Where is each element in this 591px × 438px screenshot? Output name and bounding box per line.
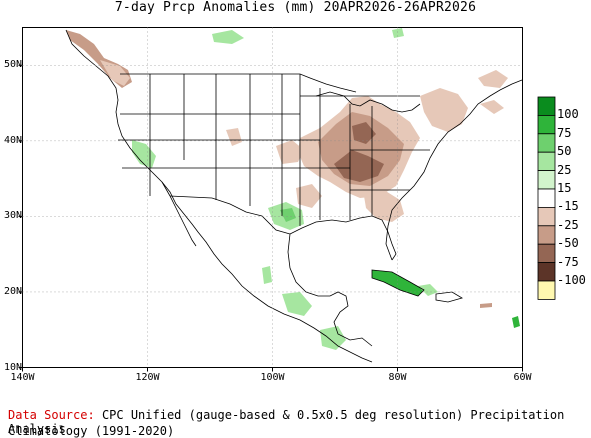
colorbar: [537, 96, 556, 300]
colorbar-label: 100: [557, 107, 579, 122]
wet-area-caribbean: [512, 316, 520, 328]
gridlines: [22, 27, 523, 368]
map-title: 7-day Prcp Anomalies (mm) 20APR2026-26AP…: [114, 0, 477, 15]
mexico-gulf-coast: [287, 233, 373, 347]
lat-tick-label: 50N: [3, 59, 22, 71]
lon-tick-label: 100W: [260, 372, 285, 383]
colorbar-swatch: [537, 133, 556, 153]
colorbar-swatch: [537, 225, 556, 245]
colorbar-swatch: [537, 262, 556, 282]
lon-tick-label: 60W: [513, 372, 532, 383]
dry-area-bc: [100, 60, 130, 86]
colorbar-label: -15: [557, 199, 579, 214]
lon-tick-label: 120W: [135, 372, 160, 383]
dry-area-tennessee-dark: [352, 122, 376, 144]
wet-area-mexico-south: [282, 292, 312, 316]
data-source-label: Data Source:: [8, 408, 95, 422]
boundaries: [65, 29, 523, 363]
climatology-line: Climatology (1991-2020): [8, 424, 175, 438]
colorbar-label: 50: [557, 144, 572, 159]
great-lakes: [315, 91, 421, 113]
wet-area-canada-west: [212, 30, 244, 44]
wet-area-central-america: [320, 326, 346, 350]
data-source-text: CPC Unified (gauge-based & 0.5x0.5 deg r…: [8, 408, 565, 436]
lat-tick-label: 30N: [3, 210, 22, 222]
lat-tick-label: 20N: [3, 285, 22, 297]
colorbar-label: -25: [557, 217, 579, 232]
wet-area-cuba: [372, 270, 424, 296]
atlantic-coast: [385, 79, 523, 261]
data-source-line: Data Source: CPC Unified (gauge-based & …: [8, 408, 591, 436]
dry-area-texas: [296, 184, 322, 208]
dry-area-utah: [226, 128, 242, 146]
us-canada-border: [120, 73, 357, 93]
dry-area-new-england: [420, 88, 468, 132]
lon-tick-label: 80W: [388, 372, 407, 383]
dry-area-quebec: [478, 70, 508, 88]
colorbar-swatch: [537, 243, 556, 263]
dry-area-puerto-rico: [480, 303, 492, 308]
colorbar-swatch: [537, 151, 556, 171]
dry-area-kentucky-dark: [334, 150, 384, 182]
lon-tick-label: 140W: [10, 372, 35, 383]
colorbar-label: -75: [557, 254, 579, 269]
baja: [161, 181, 197, 247]
cuba-coast: [371, 269, 425, 297]
colorbar-label: 15: [557, 181, 572, 195]
state-lines: [118, 74, 430, 226]
colorbar-label: 75: [557, 125, 572, 140]
anomaly-shading: [66, 28, 520, 350]
colorbar-swatch: [537, 206, 556, 227]
lat-tick-label: 10N: [3, 361, 22, 373]
wet-area-mexico: [262, 266, 272, 284]
tick-marks: [18, 64, 523, 372]
west-coast: [65, 29, 373, 363]
us-mexico-border: [169, 195, 291, 235]
colorbar-swatch: [537, 170, 556, 190]
colorbar-label: 25: [557, 162, 572, 177]
colorbar-swatch: [537, 188, 556, 208]
colorbar-swatch: [537, 115, 556, 135]
gulf-coast: [289, 215, 397, 261]
hispaniola: [435, 291, 463, 303]
wet-area-texas-core: [280, 208, 296, 222]
dry-area-nova-scotia: [480, 100, 504, 114]
colorbar-swatch: [537, 280, 556, 300]
lat-tick-label: 40N: [3, 134, 22, 146]
colorbar-label: -50: [557, 236, 579, 251]
dry-area-southeast: [364, 190, 404, 222]
colorbar-label: -100: [557, 273, 586, 287]
dry-area-kansas: [276, 140, 304, 164]
wet-area-bahamas: [418, 284, 438, 296]
wet-area-great-lakes: [392, 28, 404, 38]
colorbar-swatch: [537, 96, 556, 116]
